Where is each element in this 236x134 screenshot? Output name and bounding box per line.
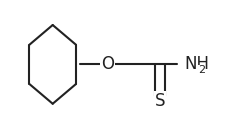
Text: O: O [101, 55, 114, 73]
Text: S: S [155, 92, 165, 110]
Text: 2: 2 [198, 65, 205, 75]
Text: NH: NH [185, 55, 210, 73]
